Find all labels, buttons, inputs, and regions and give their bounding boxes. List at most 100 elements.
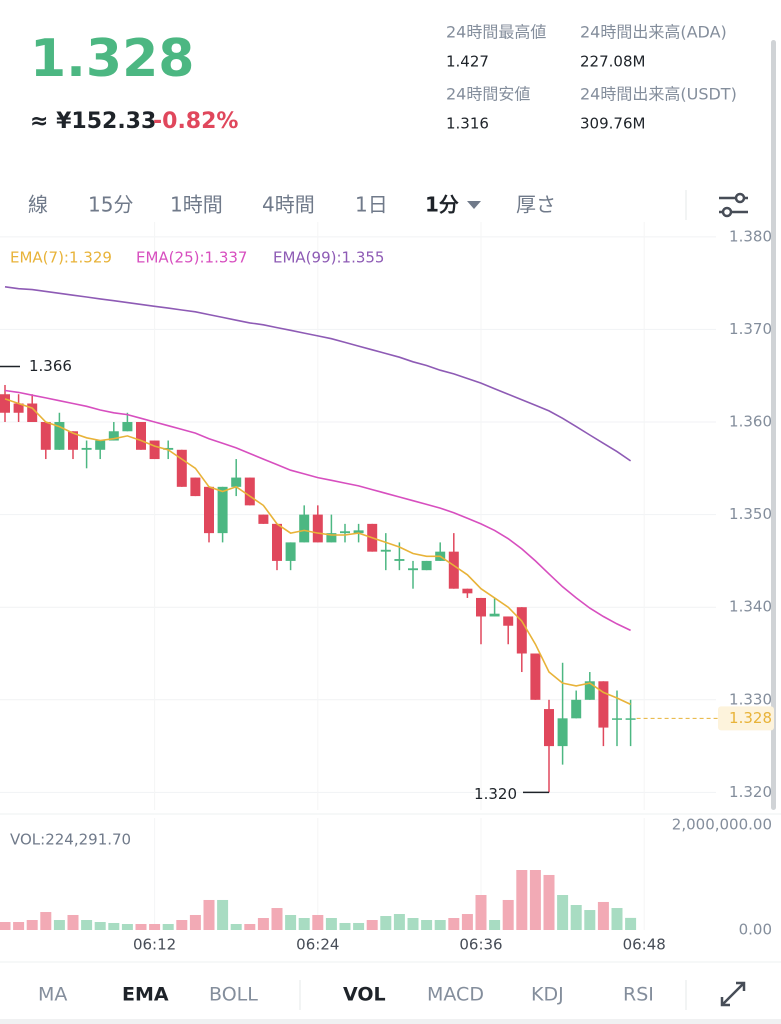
candle-body xyxy=(476,597,486,617)
candle-body xyxy=(95,440,106,450)
ema-line xyxy=(4,389,631,632)
volume-bar xyxy=(81,920,93,930)
ema-line xyxy=(4,286,632,462)
indicator-tab[interactable]: KDJ xyxy=(531,984,564,1006)
volume-bar xyxy=(135,924,147,930)
volume-bar xyxy=(557,895,569,930)
volume-bar xyxy=(67,914,79,930)
candle-body xyxy=(68,431,78,450)
volume-bar xyxy=(475,895,487,930)
interval-tab[interactable]: 1時間 xyxy=(170,193,223,217)
candle-body xyxy=(204,486,214,534)
y-tick-label: 1.360 xyxy=(729,413,772,431)
volume-bar xyxy=(529,870,541,930)
volume-bar xyxy=(94,922,106,930)
y-tick-label: 1.350 xyxy=(729,505,772,523)
stat-value: 1.427 xyxy=(446,53,489,71)
icon-knob xyxy=(734,192,746,204)
volume-bar xyxy=(40,912,52,930)
volume-bar xyxy=(217,899,229,930)
fullscreen-icon[interactable] xyxy=(720,981,746,1007)
candle-body xyxy=(312,514,323,543)
candle-body xyxy=(571,699,582,719)
volume-bar xyxy=(325,918,337,930)
candle-body xyxy=(81,447,92,450)
interval-tab[interactable]: 15分 xyxy=(88,193,133,217)
candle-body xyxy=(136,422,146,450)
candle-body xyxy=(557,718,568,747)
candle-body xyxy=(231,477,242,487)
volume-bar xyxy=(26,920,38,930)
indicator-tab[interactable]: MA xyxy=(38,984,67,1006)
y-tick-label: 2,000,000.00 xyxy=(672,816,772,834)
volume-bar xyxy=(625,917,637,930)
candle-body xyxy=(108,431,119,441)
volume-bar xyxy=(434,920,446,930)
settings-icon[interactable] xyxy=(719,192,748,218)
volume-bar xyxy=(298,918,310,930)
interval-tab[interactable]: 線 xyxy=(28,193,48,217)
volume-bar xyxy=(380,916,392,930)
indicator-tab[interactable]: RSI xyxy=(623,984,654,1006)
candle-body xyxy=(122,422,133,432)
dropdown-arrow xyxy=(467,201,481,209)
candle-body xyxy=(217,486,228,534)
volume-bar xyxy=(271,908,283,930)
volume-bar xyxy=(353,922,365,930)
x-tick-label: 06:12 xyxy=(133,936,176,954)
last-price: 1.328 xyxy=(30,29,194,89)
x-tick-label: 06:48 xyxy=(623,936,666,954)
bottom-strip xyxy=(0,1019,781,1024)
indicator-tab[interactable]: EMA xyxy=(122,984,169,1006)
candle-body xyxy=(612,718,622,720)
stat-label: 24時間出来高(USDT) xyxy=(580,85,737,104)
interval-tab[interactable]: 1分 xyxy=(425,193,459,217)
price-change: -0.82% xyxy=(153,109,238,134)
volume-bar xyxy=(312,914,324,930)
interval-tab[interactable]: 4時間 xyxy=(262,193,315,217)
volume-bar xyxy=(108,922,120,930)
stat-label: 24時間最高値 xyxy=(446,23,546,42)
candle-body xyxy=(489,613,500,617)
volume-bar xyxy=(53,920,65,930)
scrollbar xyxy=(771,40,776,810)
indicator-tab[interactable]: BOLL xyxy=(209,984,258,1006)
candle-body xyxy=(285,542,296,561)
volume-bar xyxy=(162,924,174,930)
candle-body xyxy=(353,530,364,534)
stat-value: 1.316 xyxy=(446,115,489,133)
candle-body xyxy=(530,653,541,700)
x-tick-label: 06:24 xyxy=(296,936,339,954)
interval-tab[interactable]: 厚さ xyxy=(516,193,556,217)
candle-body xyxy=(13,403,24,413)
candle-body xyxy=(272,523,282,561)
volume-bar xyxy=(543,874,555,930)
high-marker-label: 1.366 xyxy=(29,357,72,375)
indicator-tab[interactable]: VOL xyxy=(343,984,386,1006)
last-price-tag xyxy=(718,706,774,731)
y-tick-label: 0.00 xyxy=(739,921,772,939)
candle-body xyxy=(190,477,201,497)
last-price-label: 1.328 xyxy=(729,709,772,727)
y-tick-label: 1.370 xyxy=(729,320,772,338)
ema-line xyxy=(4,398,631,706)
stat-label: 24時間安値 xyxy=(446,85,530,104)
y-tick-label: 1.340 xyxy=(729,598,772,616)
volume-bar xyxy=(584,910,596,930)
stat-value: 309.76M xyxy=(580,115,645,133)
indicator-tab[interactable]: MACD xyxy=(427,984,484,1006)
volume-bar xyxy=(244,924,256,930)
volume-bar xyxy=(516,870,528,930)
volume-bar xyxy=(393,914,405,930)
candle-body xyxy=(598,681,609,728)
candle-body xyxy=(462,588,473,594)
volume-bar xyxy=(230,924,242,930)
low-marker-label: 1.320 xyxy=(474,785,517,803)
interval-tab[interactable]: 1日 xyxy=(355,193,388,217)
volume-bar xyxy=(597,901,609,930)
candle-body xyxy=(299,514,310,543)
volume-bar xyxy=(176,920,188,930)
